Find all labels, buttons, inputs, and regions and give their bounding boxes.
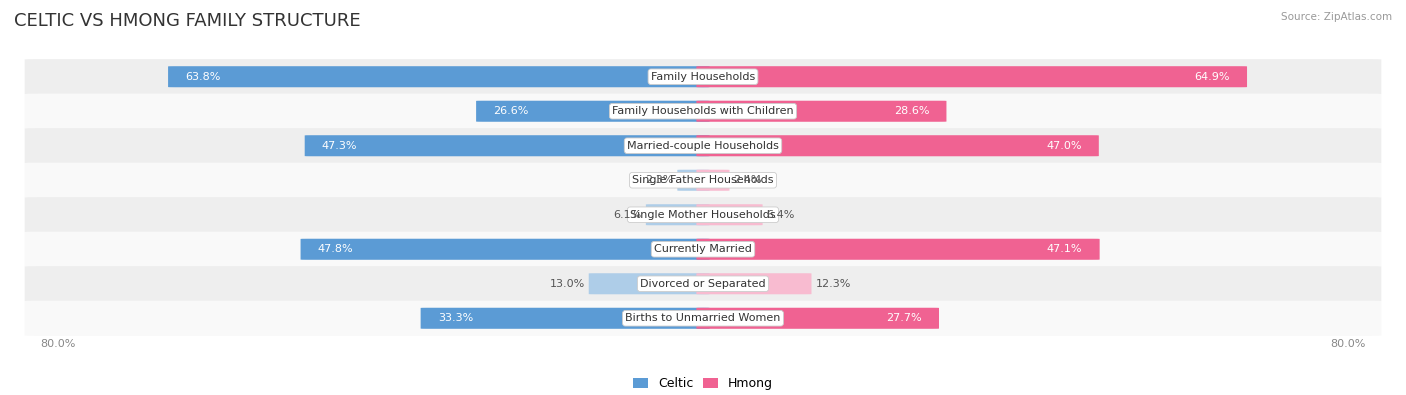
FancyBboxPatch shape	[678, 170, 710, 191]
Text: 12.3%: 12.3%	[815, 279, 851, 289]
Text: 26.6%: 26.6%	[494, 106, 529, 116]
Text: 63.8%: 63.8%	[186, 72, 221, 82]
Text: 27.7%: 27.7%	[886, 313, 922, 323]
Text: 64.9%: 64.9%	[1194, 72, 1230, 82]
Text: 47.0%: 47.0%	[1046, 141, 1081, 151]
FancyBboxPatch shape	[420, 308, 710, 329]
Text: Married-couple Households: Married-couple Households	[627, 141, 779, 151]
Text: 28.6%: 28.6%	[894, 106, 929, 116]
FancyBboxPatch shape	[696, 239, 1099, 260]
FancyBboxPatch shape	[25, 266, 1381, 301]
FancyBboxPatch shape	[696, 66, 1247, 87]
Text: Divorced or Separated: Divorced or Separated	[640, 279, 766, 289]
Text: Family Households with Children: Family Households with Children	[612, 106, 794, 116]
FancyBboxPatch shape	[25, 128, 1381, 164]
FancyBboxPatch shape	[25, 94, 1381, 129]
Text: 2.4%: 2.4%	[734, 175, 762, 185]
FancyBboxPatch shape	[25, 163, 1381, 198]
FancyBboxPatch shape	[696, 308, 939, 329]
FancyBboxPatch shape	[25, 231, 1381, 267]
FancyBboxPatch shape	[25, 197, 1381, 232]
FancyBboxPatch shape	[696, 204, 762, 225]
FancyBboxPatch shape	[696, 101, 946, 122]
Text: Single Mother Households: Single Mother Households	[630, 210, 776, 220]
Text: 80.0%: 80.0%	[1330, 339, 1365, 349]
Text: 33.3%: 33.3%	[437, 313, 472, 323]
Text: Single Father Households: Single Father Households	[633, 175, 773, 185]
FancyBboxPatch shape	[645, 204, 710, 225]
Text: 47.3%: 47.3%	[322, 141, 357, 151]
FancyBboxPatch shape	[301, 239, 710, 260]
FancyBboxPatch shape	[477, 101, 710, 122]
Text: 2.3%: 2.3%	[645, 175, 673, 185]
FancyBboxPatch shape	[169, 66, 710, 87]
Legend: Celtic, Hmong: Celtic, Hmong	[628, 372, 778, 395]
Text: Currently Married: Currently Married	[654, 244, 752, 254]
Text: Family Households: Family Households	[651, 72, 755, 82]
FancyBboxPatch shape	[589, 273, 710, 294]
Text: Source: ZipAtlas.com: Source: ZipAtlas.com	[1281, 12, 1392, 22]
Text: 80.0%: 80.0%	[41, 339, 76, 349]
FancyBboxPatch shape	[696, 135, 1099, 156]
Text: 6.4%: 6.4%	[766, 210, 794, 220]
FancyBboxPatch shape	[25, 59, 1381, 94]
FancyBboxPatch shape	[305, 135, 710, 156]
Text: Births to Unmarried Women: Births to Unmarried Women	[626, 313, 780, 323]
FancyBboxPatch shape	[696, 273, 811, 294]
Text: CELTIC VS HMONG FAMILY STRUCTURE: CELTIC VS HMONG FAMILY STRUCTURE	[14, 12, 361, 30]
FancyBboxPatch shape	[696, 170, 730, 191]
Text: 13.0%: 13.0%	[550, 279, 585, 289]
Text: 6.1%: 6.1%	[613, 210, 643, 220]
FancyBboxPatch shape	[25, 301, 1381, 336]
Text: 47.1%: 47.1%	[1047, 244, 1083, 254]
Text: 47.8%: 47.8%	[318, 244, 353, 254]
